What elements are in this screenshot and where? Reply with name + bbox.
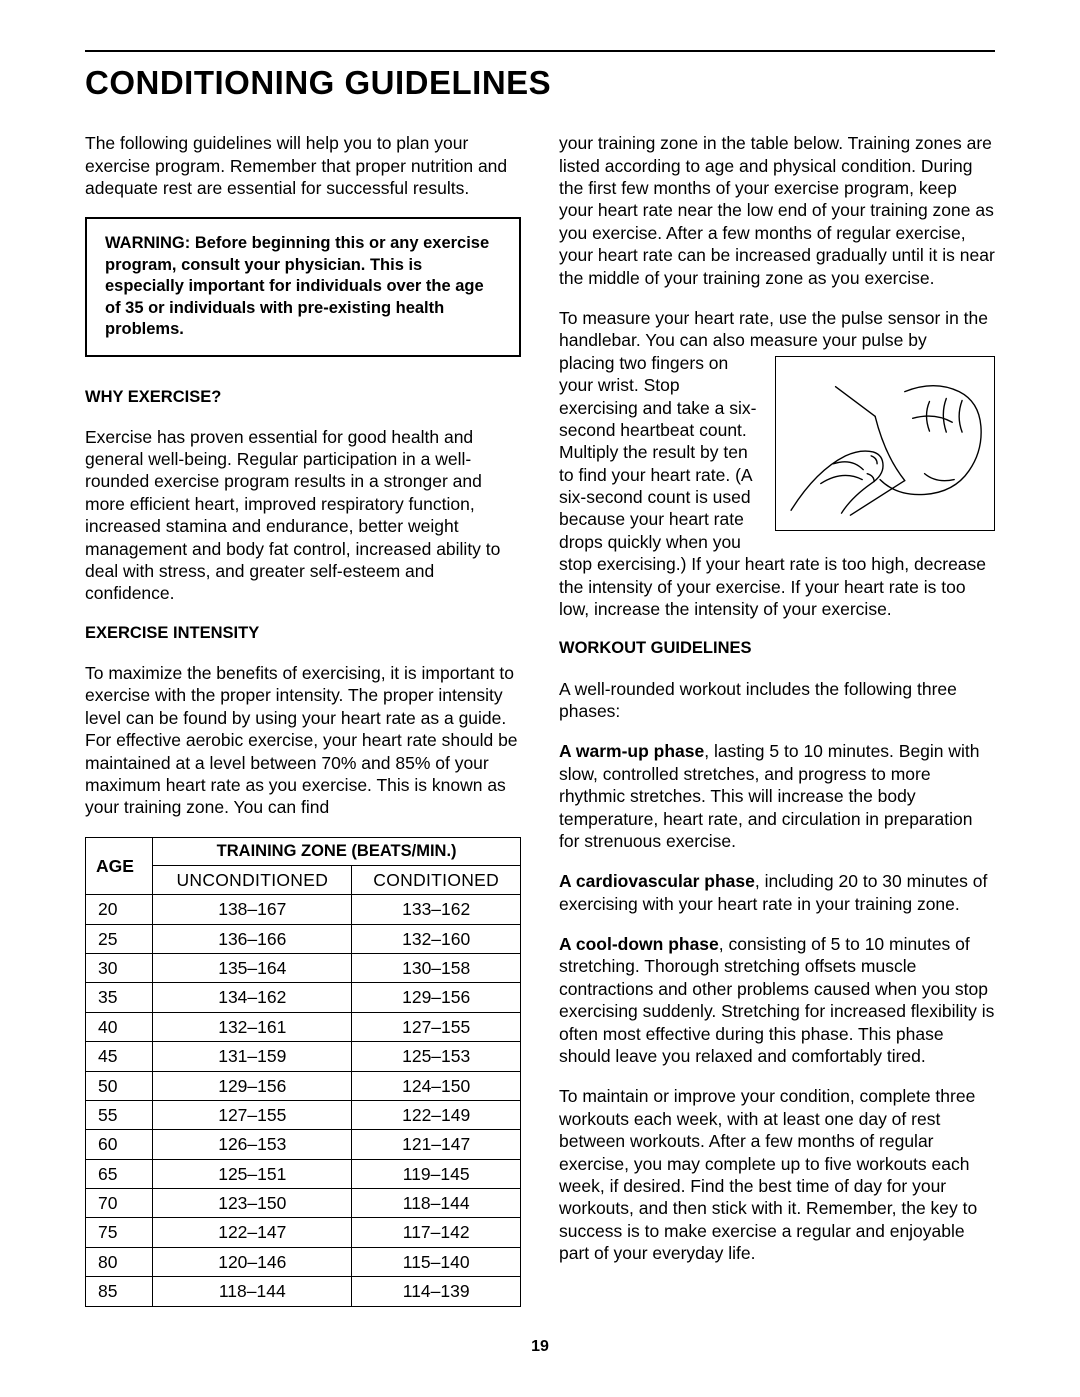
table-row: 45131–159125–153	[86, 1042, 521, 1071]
table-row: 70123–150118–144	[86, 1189, 521, 1218]
conditioned-cell: 117–142	[352, 1218, 521, 1247]
cooldown-label: A cool-down phase	[559, 934, 719, 954]
age-cell: 60	[86, 1130, 153, 1159]
table-row: 85118–144114–139	[86, 1277, 521, 1306]
unconditioned-cell: 135–164	[153, 953, 352, 982]
why-exercise-heading: WHY EXERCISE?	[85, 387, 521, 408]
workout-intro: A well-rounded workout includes the foll…	[559, 678, 995, 723]
age-cell: 75	[86, 1218, 153, 1247]
unconditioned-cell: 122–147	[153, 1218, 352, 1247]
conditioned-cell: 127–155	[352, 1012, 521, 1041]
unconditioned-cell: 132–161	[153, 1012, 352, 1041]
conditioned-header: CONDITIONED	[352, 865, 521, 894]
conditioned-cell: 114–139	[352, 1277, 521, 1306]
age-column-header: AGE	[86, 837, 153, 895]
age-cell: 80	[86, 1247, 153, 1276]
table-row: 75122–147117–142	[86, 1218, 521, 1247]
table-row: 55127–155122–149	[86, 1100, 521, 1129]
pulse-measure-block: To measure your heart rate, use the puls…	[559, 307, 995, 620]
age-cell: 65	[86, 1159, 153, 1188]
exercise-intensity-body: To maximize the benefits of exercising, …	[85, 662, 521, 819]
table-row: 40132–161127–155	[86, 1012, 521, 1041]
cardio-phase: A cardiovascular phase, including 20 to …	[559, 870, 995, 915]
top-rule	[85, 50, 995, 52]
unconditioned-cell: 136–166	[153, 924, 352, 953]
table-row: 80120–146115–140	[86, 1247, 521, 1276]
unconditioned-cell: 120–146	[153, 1247, 352, 1276]
conditioned-cell: 121–147	[352, 1130, 521, 1159]
conditioned-cell: 133–162	[352, 895, 521, 924]
table-row: 25136–166132–160	[86, 924, 521, 953]
age-cell: 45	[86, 1042, 153, 1071]
body-columns: The following guidelines will help you t…	[85, 132, 995, 1306]
warning-box: WARNING: Before beginning this or any ex…	[85, 217, 521, 356]
unconditioned-header: UNCONDITIONED	[153, 865, 352, 894]
unconditioned-cell: 129–156	[153, 1071, 352, 1100]
conditioned-cell: 118–144	[352, 1189, 521, 1218]
table-row: 60126–153121–147	[86, 1130, 521, 1159]
training-zone-table-wrap: AGE TRAINING ZONE (BEATS/MIN.) UNCONDITI…	[85, 837, 521, 1307]
unconditioned-cell: 126–153	[153, 1130, 352, 1159]
age-cell: 85	[86, 1277, 153, 1306]
conditioned-cell: 125–153	[352, 1042, 521, 1071]
wrist-pulse-icon	[776, 357, 994, 530]
measure-lead: To measure your heart rate, use the puls…	[559, 308, 988, 350]
unconditioned-cell: 125–151	[153, 1159, 352, 1188]
age-cell: 50	[86, 1071, 153, 1100]
conditioned-cell: 119–145	[352, 1159, 521, 1188]
measure-tail: drops quickly when you stop exercising.)…	[559, 532, 986, 619]
intro-paragraph: The following guidelines will help you t…	[85, 132, 521, 199]
training-zone-table: AGE TRAINING ZONE (BEATS/MIN.) UNCONDITI…	[85, 837, 521, 1307]
conditioned-cell: 129–156	[352, 983, 521, 1012]
conditioned-cell: 124–150	[352, 1071, 521, 1100]
training-zone-title: TRAINING ZONE (BEATS/MIN.)	[153, 837, 521, 865]
age-cell: 35	[86, 983, 153, 1012]
table-row: 30135–164130–158	[86, 953, 521, 982]
page-title: CONDITIONING GUIDELINES	[85, 62, 995, 104]
unconditioned-cell: 131–159	[153, 1042, 352, 1071]
measure-wrap: placing two fingers on your wrist. Stop …	[559, 353, 756, 530]
conditioned-cell: 115–140	[352, 1247, 521, 1276]
age-cell: 70	[86, 1189, 153, 1218]
age-cell: 55	[86, 1100, 153, 1129]
table-row: 35134–162129–156	[86, 983, 521, 1012]
cardio-label: A cardiovascular phase	[559, 871, 755, 891]
warmup-phase: A warm-up phase, lasting 5 to 10 minutes…	[559, 740, 995, 852]
page-number: 19	[85, 1337, 995, 1357]
workout-guidelines-heading: WORKOUT GUIDELINES	[559, 638, 995, 659]
cooldown-phase: A cool-down phase, consisting of 5 to 10…	[559, 933, 995, 1067]
unconditioned-cell: 138–167	[153, 895, 352, 924]
maintain-paragraph: To maintain or improve your condition, c…	[559, 1085, 995, 1264]
age-cell: 20	[86, 895, 153, 924]
age-cell: 40	[86, 1012, 153, 1041]
exercise-intensity-heading: EXERCISE INTENSITY	[85, 623, 521, 644]
unconditioned-cell: 123–150	[153, 1189, 352, 1218]
unconditioned-cell: 127–155	[153, 1100, 352, 1129]
age-cell: 25	[86, 924, 153, 953]
pulse-figure	[775, 356, 995, 531]
table-row: 65125–151119–145	[86, 1159, 521, 1188]
training-zone-continuation: your training zone in the table below. T…	[559, 132, 995, 289]
conditioned-cell: 132–160	[352, 924, 521, 953]
conditioned-cell: 122–149	[352, 1100, 521, 1129]
age-cell: 30	[86, 953, 153, 982]
table-row: 50129–156124–150	[86, 1071, 521, 1100]
why-exercise-body: Exercise has proven essential for good h…	[85, 426, 521, 605]
unconditioned-cell: 134–162	[153, 983, 352, 1012]
warmup-label: A warm-up phase	[559, 741, 704, 761]
conditioned-cell: 130–158	[352, 953, 521, 982]
unconditioned-cell: 118–144	[153, 1277, 352, 1306]
table-row: 20138–167133–162	[86, 895, 521, 924]
